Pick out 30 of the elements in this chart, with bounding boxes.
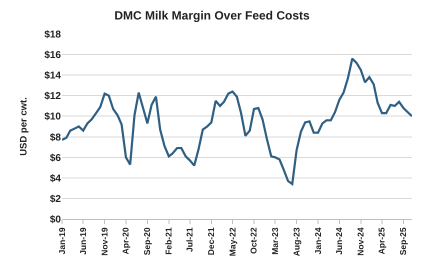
x-tick-label: Oct-22 [248,227,259,254]
y-tick-label: $14 [44,70,62,82]
y-tick-label: $10 [44,112,62,123]
x-tick-label: Dec-21 [206,227,216,256]
y-tick-label: $18 [44,30,62,40]
chart-title: DMC Milk Margin Over Feed Costs [114,8,310,22]
y-tick-label: $16 [44,50,62,62]
x-tick-label: Jul-21 [184,227,195,252]
x-tick-label: Jun-24 [334,227,344,255]
x-tick-label: Apr-20 [120,227,131,254]
x-tick-label: Jan-19 [56,227,67,254]
x-tick-label: Jan-24 [312,227,323,254]
x-tick-label: Sep-20 [142,227,152,256]
x-tick-label: Apr-25 [376,227,387,254]
y-tick-label: $2 [50,194,62,205]
x-tick-label: Jun-19 [78,227,88,255]
x-tick-label: Mar-23 [270,227,280,255]
y-tick-label: $6 [50,152,62,164]
x-tick-label: Nov-19 [99,227,110,256]
x-tick-label: Aug-23 [291,227,302,256]
y-axis-title: USD per cwt. [18,97,30,156]
y-tick-label: $4 [50,173,62,184]
x-tick-label: Feb-21 [164,227,174,255]
x-tick-label: Nov-24 [356,227,366,256]
x-tick-label: Sep-25 [398,227,408,256]
y-tick-label: $8 [50,132,62,144]
y-tick-label: $12 [44,91,62,102]
y-tick-label: $0 [50,214,62,226]
x-tick-label: May-22 [227,227,238,256]
line-series [62,58,412,186]
